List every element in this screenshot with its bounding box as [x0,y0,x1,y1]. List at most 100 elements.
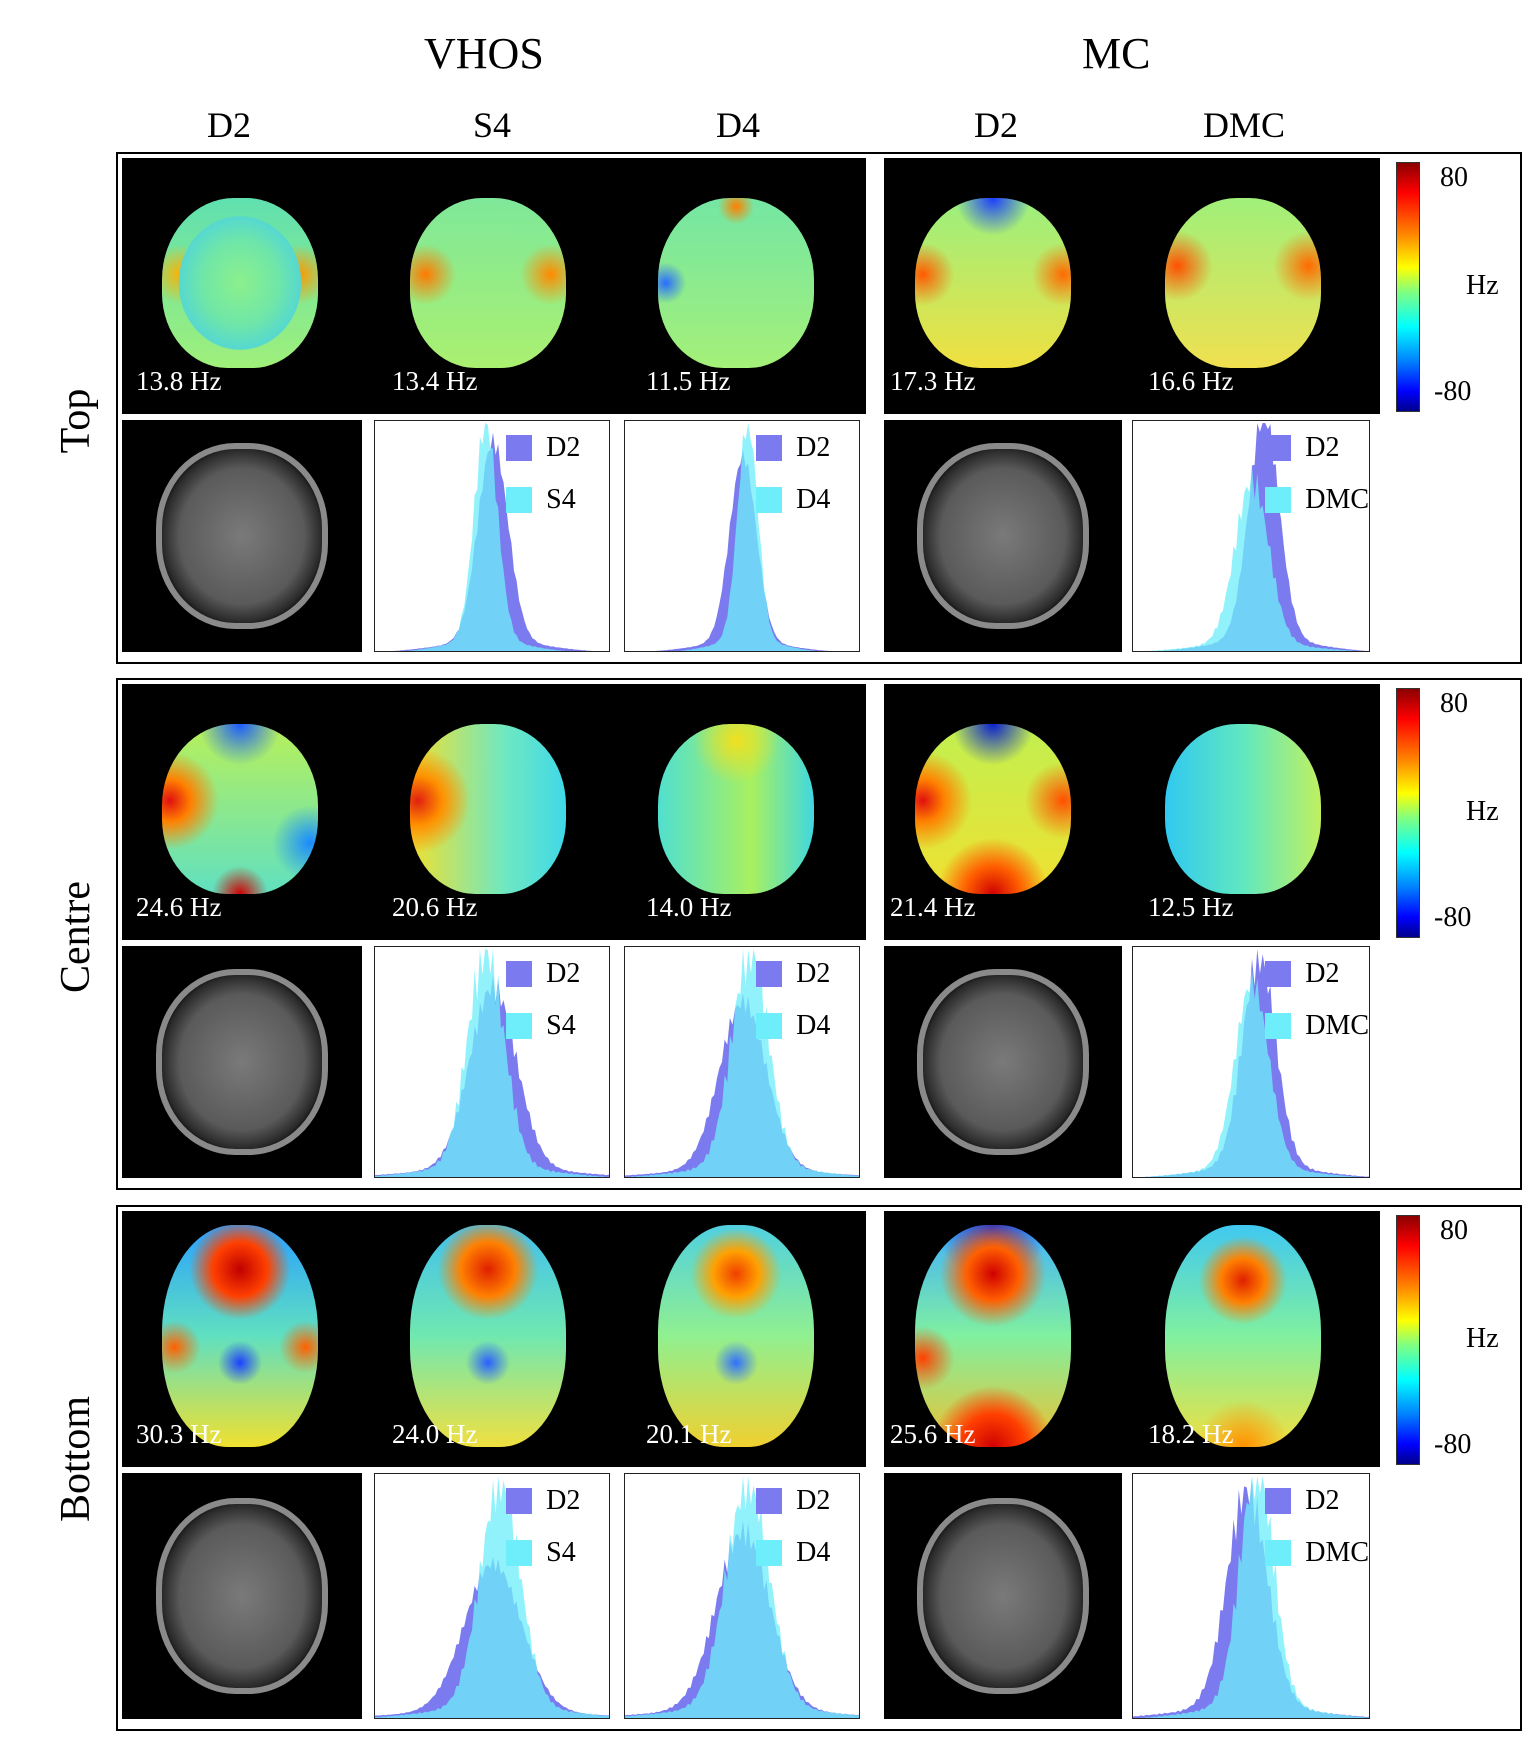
rms-frequency-label: 16.6 Hz [1148,366,1234,396]
rms-frequency-label: 18.2 Hz [1148,1419,1234,1449]
rms-frequency-label: 25.6 Hz [890,1419,976,1449]
brain-slice [155,969,329,1155]
legend-label: S4 [546,1010,576,1041]
legend-item-s4: S4 [506,484,576,516]
panel-top [116,152,1522,664]
legend-label: D2 [796,432,831,463]
legend-label: D4 [796,1537,831,1568]
brain-slice [155,443,329,629]
histogram-comparison-series [375,1476,609,1718]
colorbar-max-label: 80 [1440,1215,1468,1246]
panel-bottom [116,1205,1522,1731]
col-title-mc-d2: D2 [974,105,1018,145]
rms-frequency-label: 14.0 Hz [646,892,732,922]
histogram-plot [625,1476,859,1718]
field-map-s4 [410,724,566,894]
vhos-title: VHOS [424,29,544,78]
histogram-comparison-series [405,423,567,651]
histogram-plot [375,1476,609,1718]
legend-label: DMC [1305,1537,1370,1568]
legend-swatch [1265,487,1292,513]
col-title-dmc: DMC [1202,105,1286,145]
rms-frequency-label: 20.1 Hz [646,1419,732,1449]
colorbar-max-label: 80 [1440,688,1468,719]
legend-item-d4: D4 [756,1537,830,1569]
legend-item-d2: D2 [756,432,830,464]
legend-label: DMC [1305,1010,1370,1041]
col-title-d4: D4 [716,105,760,145]
vhos-anatomical-image [122,1473,362,1719]
legend-label: D2 [546,958,581,989]
histogram-comparison-series [625,949,859,1177]
histogram-d4 [624,946,860,1178]
legend-swatch [756,435,783,461]
histogram-plot [625,949,859,1177]
legend-swatch [506,961,533,987]
field-map-d2 [915,724,1071,894]
rms-frequency-label: 13.8 Hz [136,366,222,396]
legend-label: S4 [546,1537,576,1568]
rms-frequency-label: 24.6 Hz [136,892,222,922]
legend-item-d2: D2 [756,1485,830,1517]
brain-slice [917,1497,1089,1695]
legend-label: D2 [796,958,831,989]
legend-label: S4 [546,484,576,515]
colorbar [1396,688,1420,938]
legend-swatch [756,1540,783,1566]
legend-label: DMC [1305,484,1370,515]
histogram-d4 [624,420,860,652]
legend-label: D2 [1305,958,1340,989]
colorbar [1396,162,1420,412]
colorbar-min-label: -80 [1434,1429,1472,1460]
histogram-dmc [1132,420,1370,652]
field-map-dmc [1165,1225,1321,1447]
field-map-d2 [162,724,318,894]
legend-swatch [756,1013,783,1039]
legend-item-d4: D4 [756,1010,830,1042]
field-map-s4 [410,198,566,368]
colorbar-unit-label: Hz [1466,270,1499,301]
field-map-d2 [915,198,1071,368]
legend-swatch [1265,435,1292,461]
legend-item-s4: S4 [506,1537,576,1569]
legend-swatch [1265,1488,1292,1514]
legend-swatch [506,487,533,513]
legend-item-d2: D2 [506,432,580,464]
histogram-s4 [374,946,610,1178]
legend-label: D4 [796,1010,831,1041]
legend-item-d4: D4 [756,484,830,516]
histogram-plot [655,423,830,651]
legend-item-dmc: DMC [1265,1010,1369,1042]
histogram-s4 [374,1473,610,1719]
colorbar-min-label: -80 [1434,376,1472,407]
field-map-dmc [1165,198,1321,368]
legend-swatch [1265,1013,1292,1039]
histogram-plot [1133,1476,1369,1718]
legend-item-dmc: DMC [1265,484,1369,516]
legend-label: D2 [546,1485,581,1516]
mc-anatomical-image [884,1473,1122,1719]
histogram-comparison-series [680,423,817,651]
legend-item-d2: D2 [1265,958,1340,990]
field-map-d2 [162,198,318,368]
vhos-anatomical-image [122,420,362,652]
legend-label: D2 [1305,1485,1340,1516]
rms-frequency-label: 24.0 Hz [392,1419,478,1449]
histogram-s4 [374,420,610,652]
legend-swatch [756,961,783,987]
legend-item-d2: D2 [756,958,830,990]
field-map-d4 [658,724,814,894]
brain-slice [155,1497,329,1695]
histogram-dmc [1132,1473,1370,1719]
legend-swatch [506,1013,533,1039]
field-map-d4 [658,1225,814,1447]
rms-frequency-label: 21.4 Hz [890,892,976,922]
legend-item-d2: D2 [506,958,580,990]
histogram-plot [375,949,609,1177]
row-label: Centre [53,881,99,993]
histogram-plot [1140,949,1369,1177]
colorbar-unit-label: Hz [1466,1323,1499,1354]
field-map-s4 [410,1225,566,1447]
colorbar-min-label: -80 [1434,902,1472,933]
legend-label: D2 [796,1485,831,1516]
